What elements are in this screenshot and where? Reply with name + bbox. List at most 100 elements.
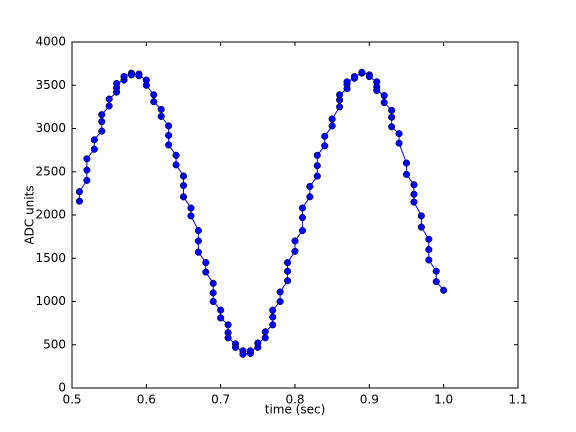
marker	[298, 214, 306, 222]
marker	[194, 248, 202, 256]
marker	[425, 235, 433, 243]
marker	[239, 350, 247, 358]
marker	[98, 111, 106, 119]
y-tick-label: 4000	[35, 35, 66, 49]
marker	[313, 162, 321, 170]
marker	[432, 267, 440, 275]
marker	[261, 328, 269, 336]
marker	[254, 339, 262, 347]
marker	[194, 237, 202, 245]
marker	[388, 106, 396, 114]
marker	[395, 130, 403, 138]
y-tick-label: 2000	[35, 208, 66, 222]
marker	[217, 314, 225, 322]
marker	[113, 79, 121, 88]
marker	[276, 297, 284, 306]
marker	[410, 190, 418, 198]
y-tick-label: 3000	[35, 121, 66, 135]
marker	[328, 122, 336, 130]
marker	[83, 155, 91, 163]
marker	[179, 182, 188, 190]
y-tick-label: 1000	[35, 294, 66, 308]
y-axis-label: ADC units	[23, 185, 37, 244]
marker	[187, 204, 195, 212]
marker	[224, 334, 232, 342]
marker	[395, 139, 403, 147]
marker	[306, 193, 314, 201]
marker	[425, 256, 433, 264]
marker	[165, 141, 173, 149]
marker	[388, 113, 396, 121]
marker	[269, 306, 277, 314]
marker	[410, 198, 418, 206]
marker	[224, 321, 232, 329]
marker	[388, 123, 396, 131]
marker	[417, 223, 425, 231]
marker	[187, 212, 195, 220]
marker	[432, 278, 440, 286]
marker	[425, 246, 433, 254]
marker	[365, 73, 373, 81]
marker	[336, 103, 344, 111]
marker	[291, 247, 299, 255]
x-tick-label: 0.6	[137, 393, 156, 407]
x-axis-label: time (sec)	[265, 403, 326, 417]
marker	[172, 151, 180, 159]
marker	[321, 142, 329, 150]
marker	[90, 136, 98, 144]
y-tick-label: 1500	[35, 251, 66, 265]
marker	[135, 72, 143, 80]
marker	[179, 172, 188, 180]
y-tick-label: 2500	[35, 164, 66, 178]
x-tick-label: 0.8	[285, 393, 304, 407]
marker	[83, 176, 91, 184]
marker	[276, 288, 284, 296]
marker	[328, 115, 336, 123]
marker	[83, 166, 91, 174]
marker	[127, 71, 136, 79]
marker	[373, 86, 381, 94]
marker	[284, 277, 292, 285]
x-tick-label: 1.0	[434, 393, 453, 407]
marker	[440, 286, 448, 294]
marker	[98, 118, 106, 126]
y-tick-label: 500	[43, 337, 66, 351]
marker	[202, 259, 210, 267]
x-tick-label: 0.9	[360, 393, 379, 407]
marker	[313, 151, 321, 159]
plot-frame	[71, 41, 519, 389]
marker	[298, 227, 306, 235]
marker	[209, 297, 217, 306]
marker	[350, 73, 359, 81]
marker	[284, 259, 292, 267]
x-tick-label: 0.5	[62, 393, 81, 407]
marker	[269, 321, 277, 329]
marker	[217, 306, 225, 314]
marker	[284, 267, 292, 275]
marker	[402, 159, 411, 167]
marker	[150, 98, 158, 106]
marker	[246, 347, 254, 355]
marker	[402, 170, 411, 178]
marker	[90, 145, 98, 153]
marker	[417, 212, 425, 220]
marker	[306, 182, 314, 191]
marker	[209, 279, 217, 287]
marker	[336, 91, 344, 99]
x-tick-label: 1.1	[508, 393, 527, 407]
marker	[75, 197, 83, 205]
marker	[298, 204, 306, 212]
marker	[150, 91, 158, 99]
marker	[75, 188, 83, 196]
marker	[165, 122, 173, 130]
marker	[343, 78, 351, 86]
marker	[321, 132, 329, 140]
marker	[209, 289, 217, 297]
marker	[105, 95, 113, 103]
marker	[410, 181, 418, 189]
marker	[194, 227, 202, 235]
marker	[261, 334, 269, 342]
marker	[179, 193, 188, 201]
y-tick-label: 0	[58, 381, 66, 395]
